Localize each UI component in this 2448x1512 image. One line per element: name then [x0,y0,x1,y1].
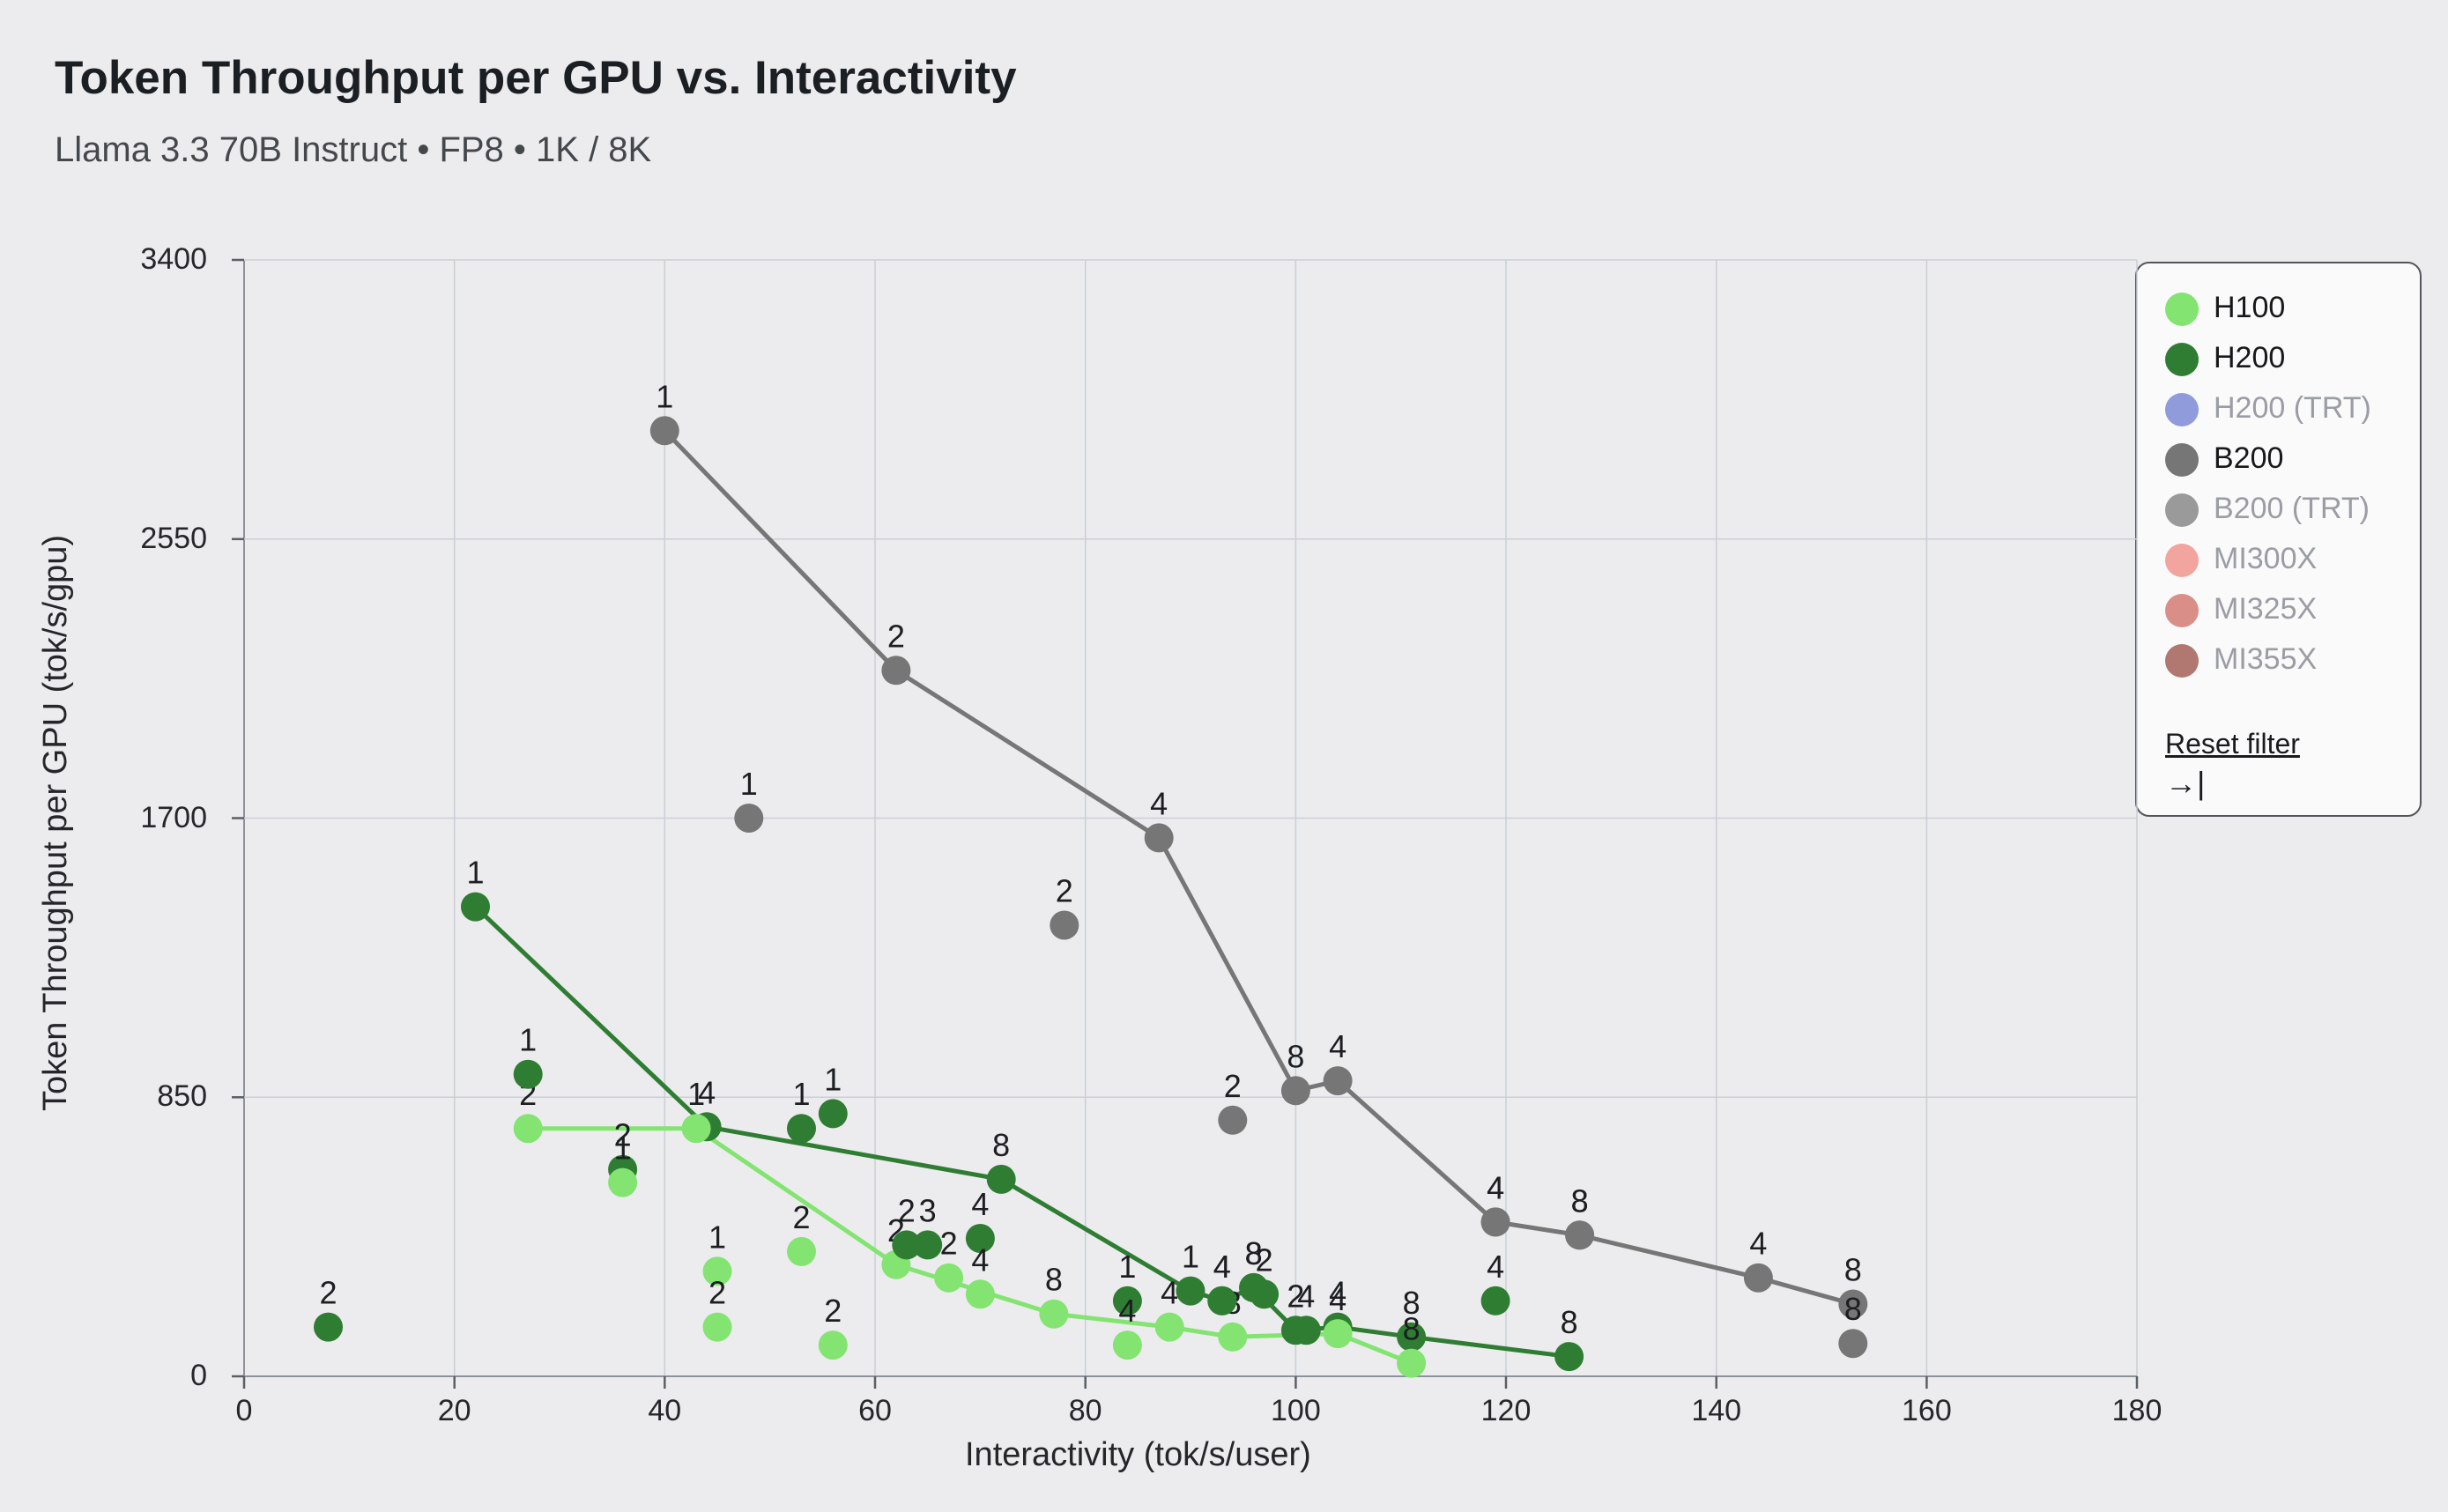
svg-text:4: 4 [1150,785,1168,821]
svg-text:1: 1 [708,1219,726,1255]
svg-text:8: 8 [1571,1182,1589,1219]
svg-text:1: 1 [1118,1249,1136,1285]
svg-text:1: 1 [740,766,758,802]
svg-text:4: 4 [1118,1293,1136,1329]
svg-text:3: 3 [919,1192,937,1228]
svg-text:1: 1 [687,1076,705,1112]
svg-text:2: 2 [792,1199,810,1235]
svg-text:2: 2 [319,1275,337,1311]
svg-text:4: 4 [1749,1226,1767,1262]
svg-text:4: 4 [1329,1281,1346,1317]
svg-text:4: 4 [1161,1275,1178,1311]
svg-text:8: 8 [1561,1304,1578,1340]
svg-text:2: 2 [940,1226,958,1262]
svg-text:8: 8 [992,1127,1010,1163]
svg-text:8: 8 [1844,1252,1862,1288]
svg-text:1: 1 [824,1061,842,1097]
svg-text:2: 2 [1224,1068,1242,1104]
svg-text:4: 4 [1297,1278,1315,1314]
svg-text:4: 4 [1213,1249,1231,1285]
svg-text:1: 1 [792,1076,810,1112]
svg-text:4: 4 [971,1241,989,1278]
svg-text:4: 4 [971,1186,989,1222]
svg-text:8: 8 [1287,1038,1304,1074]
svg-text:8: 8 [1045,1262,1063,1298]
svg-text:2: 2 [898,1192,916,1228]
svg-text:4: 4 [1487,1249,1504,1285]
svg-text:2: 2 [708,1275,726,1311]
svg-text:1: 1 [1182,1239,1199,1275]
svg-text:1: 1 [614,1130,632,1167]
svg-text:2: 2 [824,1293,842,1329]
svg-text:4: 4 [1487,1169,1504,1205]
svg-text:1: 1 [656,378,673,414]
svg-text:1: 1 [519,1022,537,1058]
svg-text:4: 4 [1329,1028,1346,1064]
svg-text:2: 2 [1056,873,1073,909]
svg-text:8: 8 [1403,1311,1421,1347]
svg-text:2: 2 [887,618,905,654]
svg-text:2: 2 [1256,1241,1273,1278]
svg-text:8: 8 [1844,1291,1862,1327]
svg-text:1: 1 [466,855,484,891]
